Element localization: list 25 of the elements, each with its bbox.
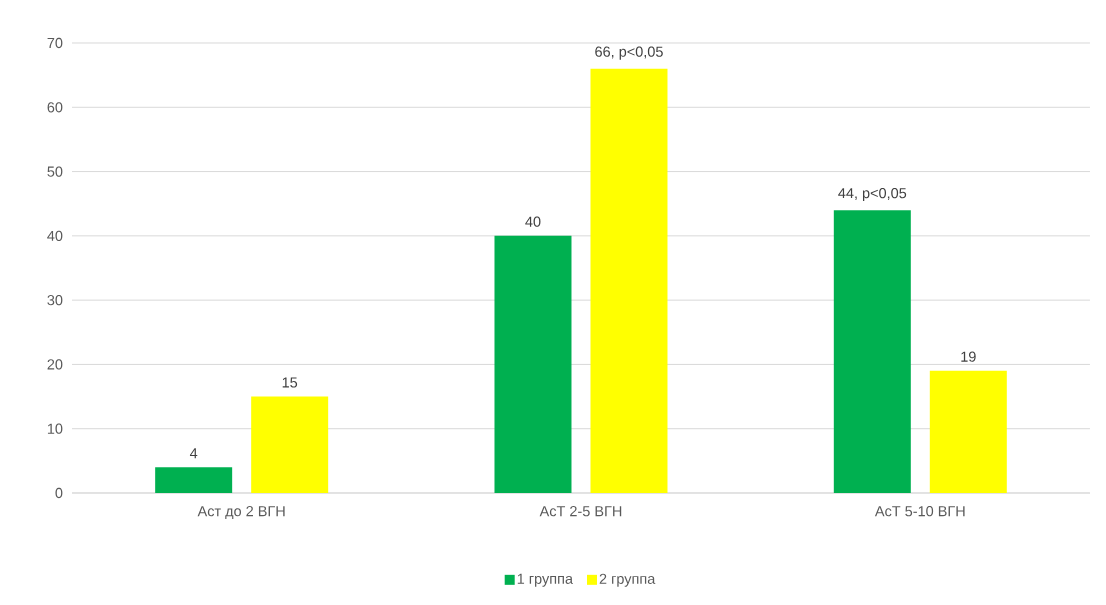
x-tick-label: АсТ 5-10 ВГН xyxy=(874,506,965,517)
data-label: 44, p<0,05 xyxy=(838,187,907,202)
data-label: 15 xyxy=(282,377,298,388)
y-tick-label: 20 xyxy=(47,359,63,370)
y-tick-label: 50 xyxy=(47,166,63,177)
data-label: 40 xyxy=(525,216,541,227)
bar xyxy=(833,210,911,493)
bar xyxy=(929,370,1007,493)
y-tick-label: 10 xyxy=(47,423,63,434)
y-tick-label: 70 xyxy=(47,37,63,49)
data-label: 4 xyxy=(189,448,198,459)
y-tick-label: 60 xyxy=(47,102,63,113)
bar xyxy=(590,68,668,493)
bar xyxy=(251,396,329,493)
data-label: 66, p<0,05 xyxy=(595,46,663,60)
y-tick-label: 30 xyxy=(47,295,63,306)
x-tick-label: АсТ 2-5 ВГН xyxy=(539,506,622,517)
y-tick-label: 0 xyxy=(55,487,63,499)
legend-label: 1 группа xyxy=(517,573,574,587)
bar xyxy=(155,467,233,493)
legend-label: 2 группа xyxy=(599,573,656,587)
bar xyxy=(494,235,572,493)
y-tick-label: 40 xyxy=(47,230,63,241)
data-label: 19 xyxy=(961,351,976,362)
x-tick-label: Аст до 2 ВГН xyxy=(197,506,285,520)
